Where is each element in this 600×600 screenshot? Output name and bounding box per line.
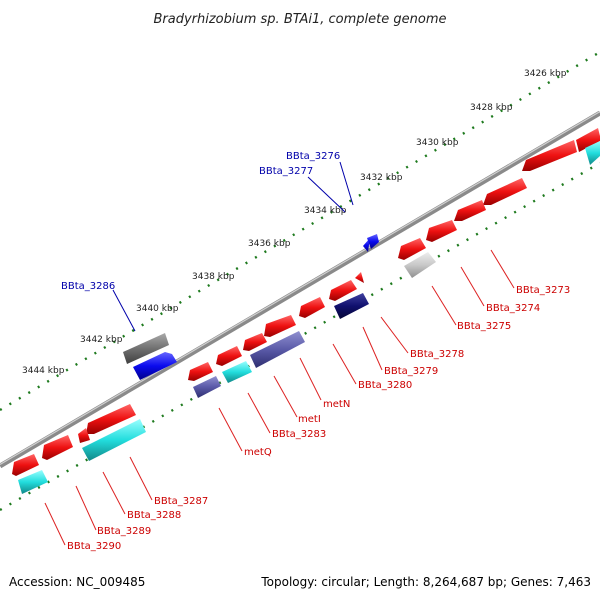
red-labels: BBta_3273 BBta_3274 BBta_3275 BBta_3278 … xyxy=(67,285,570,552)
tick-label-3436: 3436 kbp xyxy=(248,239,291,249)
gene-cyan-1[interactable] xyxy=(585,141,600,165)
gene-navy-2[interactable] xyxy=(193,376,221,398)
label-bbta-3280: BBta_3280 xyxy=(358,380,412,391)
blue-leader-lines xyxy=(112,161,354,332)
tick-label-3442: 3442 kbp xyxy=(80,335,123,345)
tick-label-3440: 3440 kbp xyxy=(136,304,179,314)
red-genes xyxy=(12,128,600,476)
label-bbta-3278: BBta_3278 xyxy=(410,349,464,360)
gene-red-9[interactable] xyxy=(299,297,325,318)
label-bbta-3275: BBta_3275 xyxy=(457,321,511,332)
topology-text: Topology: circular; Length: 8,264,687 bp… xyxy=(260,575,591,589)
red-leader-lines xyxy=(44,249,515,546)
genome-backbone xyxy=(0,110,600,469)
label-bbta-3289: BBta_3289 xyxy=(97,526,151,537)
gene-red-10[interactable] xyxy=(264,315,296,337)
label-bbta-3277: BBta_3277 xyxy=(259,166,313,177)
gene-red-13[interactable] xyxy=(188,362,213,381)
tick-label-3426: 3426 kbp xyxy=(524,69,567,79)
gene-red-7[interactable] xyxy=(355,272,364,283)
gene-bbta-3285[interactable] xyxy=(133,352,177,380)
gene-red-5[interactable] xyxy=(426,220,457,242)
label-bbta-3287: BBta_3287 xyxy=(154,496,208,507)
tick-label-3438: 3438 kbp xyxy=(192,272,235,282)
gene-navy-1[interactable] xyxy=(250,331,305,368)
gene-red-2[interactable] xyxy=(522,140,577,171)
tick-label-3428: 3428 kbp xyxy=(470,103,513,113)
gene-red-12[interactable] xyxy=(216,346,242,366)
genome-backbone-highlight xyxy=(0,110,600,466)
forward-genes xyxy=(123,234,379,380)
label-bbta-3279: BBta_3279 xyxy=(384,366,438,377)
label-bbta-3276: BBta_3276 xyxy=(286,151,340,162)
tick-label-3434: 3434 kbp xyxy=(304,206,347,216)
gene-dark-navy[interactable] xyxy=(334,293,369,319)
kbp-tick-labels: 3426 kbp 3428 kbp 3430 kbp 3432 kbp 3434… xyxy=(22,69,567,376)
gene-cyan-4[interactable] xyxy=(18,470,48,494)
gene-bbta-3277[interactable] xyxy=(363,238,370,252)
map-title: Bradyrhizobium sp. BTAi1, complete genom… xyxy=(153,12,446,27)
gene-red-3[interactable] xyxy=(483,178,527,205)
gene-red-16[interactable] xyxy=(42,435,73,460)
gene-red-4[interactable] xyxy=(454,200,486,221)
accession-text: Accession: NC_009485 xyxy=(9,575,145,589)
label-bbta-3283: BBta_3283 xyxy=(272,429,326,440)
gene-red-6[interactable] xyxy=(398,238,426,260)
label-bbta-3273: BBta_3273 xyxy=(516,285,570,296)
gene-bbta-3276[interactable] xyxy=(367,234,379,249)
label-bbta-3288: BBta_3288 xyxy=(127,510,181,521)
gene-red-14[interactable] xyxy=(86,404,136,434)
blue-labels: BBta_3276 BBta_3277 BBta_3286 xyxy=(61,151,340,292)
label-bbta-3286: BBta_3286 xyxy=(61,281,115,292)
gene-red-15[interactable] xyxy=(78,428,90,443)
tick-label-3444: 3444 kbp xyxy=(22,366,65,376)
gene-red-17[interactable] xyxy=(12,454,39,476)
label-metq: metQ xyxy=(244,447,272,458)
label-bbta-3274: BBta_3274 xyxy=(486,303,540,314)
gene-cyan-3[interactable] xyxy=(82,419,146,461)
label-meti: metI xyxy=(298,414,321,425)
gene-cyan-2[interactable] xyxy=(222,361,252,383)
gene-bbta-3286[interactable] xyxy=(123,333,169,364)
other-genes xyxy=(18,141,600,494)
gene-red-1[interactable] xyxy=(576,128,600,152)
gene-red-11[interactable] xyxy=(243,333,267,351)
gene-red-8[interactable] xyxy=(329,280,357,301)
label-metn: metN xyxy=(323,399,350,410)
label-bbta-3290: BBta_3290 xyxy=(67,541,121,552)
tick-label-3430: 3430 kbp xyxy=(416,138,459,148)
tick-label-3432: 3432 kbp xyxy=(360,173,403,183)
gene-light-gray[interactable] xyxy=(404,252,436,278)
